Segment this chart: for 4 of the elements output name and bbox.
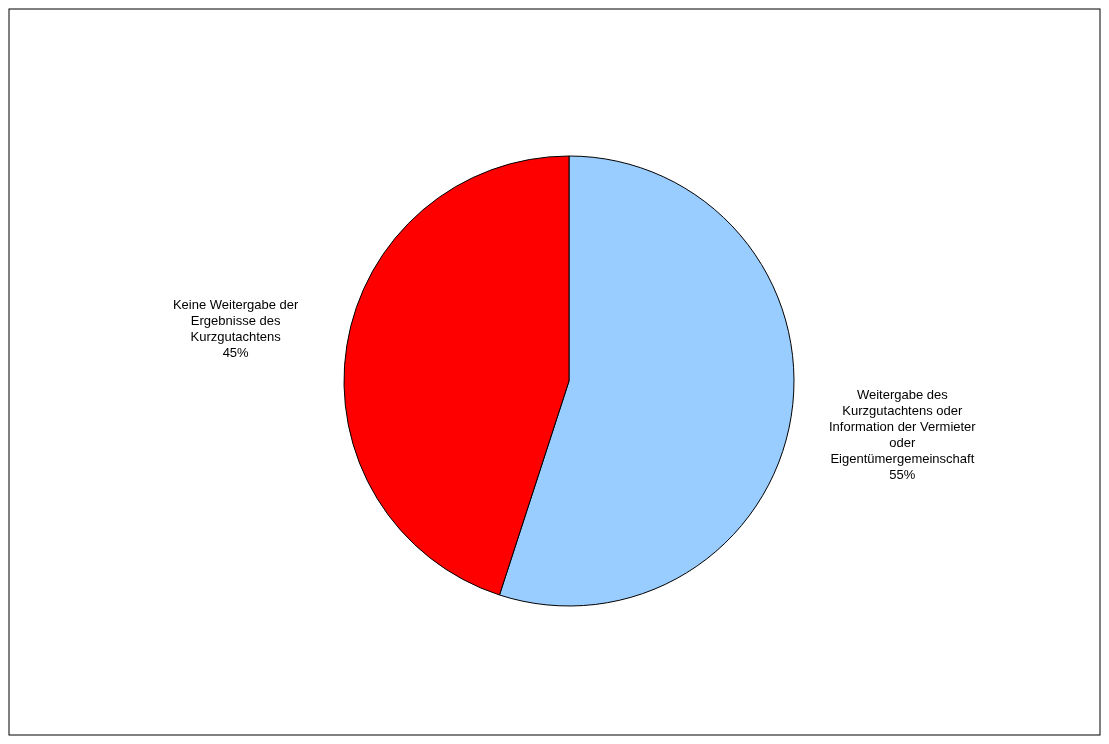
data-label: 55%: [889, 466, 916, 482]
data-label: 45%: [222, 345, 250, 361]
slice-label: Keine Weitergabe der Ergebnisse des Kurzgutachtens: [172, 297, 300, 345]
slice-label: Weitergabe des Kurzgutachtens oder Information der Vermieter oder Eigentümergemeinschaft: [829, 386, 977, 466]
